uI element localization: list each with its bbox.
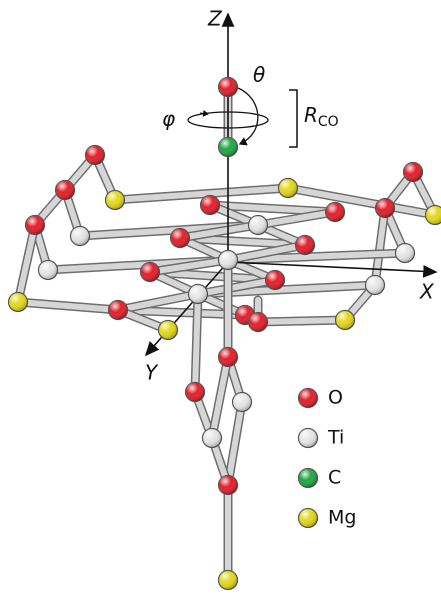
atom-shine: [219, 78, 238, 97]
atom-shine: [219, 476, 238, 495]
r-bracket: [289, 90, 297, 147]
x-label: X: [419, 280, 435, 304]
atom-shine: [219, 138, 238, 157]
atom-shine: [189, 285, 208, 304]
r-sub: CO: [318, 114, 339, 130]
bonds: [18, 87, 435, 580]
atom-shine: [336, 311, 355, 330]
atom-shine: [249, 216, 268, 235]
atom-shine: [396, 244, 415, 263]
atom-shine: [86, 146, 105, 165]
r-main: R: [304, 103, 318, 127]
atom-shine: [39, 261, 58, 280]
atom-shine: [366, 276, 385, 295]
legend-swatch-shine: [299, 389, 318, 408]
theta-label: θ: [253, 63, 265, 87]
page: Z X Y θ φ RCO OTiCMg (() => { const data…: [0, 0, 441, 598]
theta-arrow: [238, 88, 258, 144]
atom-shine: [26, 216, 45, 235]
legend-swatch-shine: [299, 469, 318, 488]
atom-shine: [186, 383, 205, 402]
legend-label: O: [328, 387, 343, 409]
atom-shine: [171, 229, 190, 248]
y-label: Y: [145, 361, 159, 385]
atom-shine: [296, 236, 315, 255]
atom-shine: [159, 321, 178, 340]
legend-label: Ti: [327, 427, 344, 449]
atom-shine: [279, 179, 298, 198]
atom-shine: [376, 199, 395, 218]
bond: [228, 402, 242, 485]
atom-shine: [201, 196, 220, 215]
diagram: Z X Y θ φ RCO O Ti C Mg: [0, 0, 441, 593]
legend-swatch-shine: [299, 509, 318, 528]
bond: [18, 225, 35, 302]
z-label: Z: [207, 7, 223, 31]
atom-shine: [219, 348, 238, 367]
legend-swatch-shine: [299, 429, 318, 448]
bond: [212, 357, 228, 438]
atom-shine: [404, 163, 423, 182]
bond: [195, 294, 198, 392]
bond: [18, 302, 118, 310]
atom-shine: [56, 181, 75, 200]
phi-label: φ: [162, 107, 175, 131]
legend-label: C: [328, 467, 341, 489]
atom-shine: [266, 271, 285, 290]
atom-shine: [141, 263, 160, 282]
atom-shine: [219, 571, 238, 590]
atom-shine: [203, 429, 222, 448]
legend: O Ti C Mg: [299, 387, 357, 529]
atom-shine: [106, 191, 125, 210]
atom-shine: [219, 251, 238, 270]
atom-shine: [249, 313, 268, 332]
legend-label: Mg: [328, 507, 356, 529]
atom-shine: [233, 393, 252, 412]
r-label: RCO: [304, 103, 339, 131]
atom-shine: [109, 301, 128, 320]
atom-shine: [326, 203, 345, 222]
atom-shine: [9, 293, 28, 312]
atom-shine: [71, 227, 90, 246]
bond: [258, 320, 345, 322]
